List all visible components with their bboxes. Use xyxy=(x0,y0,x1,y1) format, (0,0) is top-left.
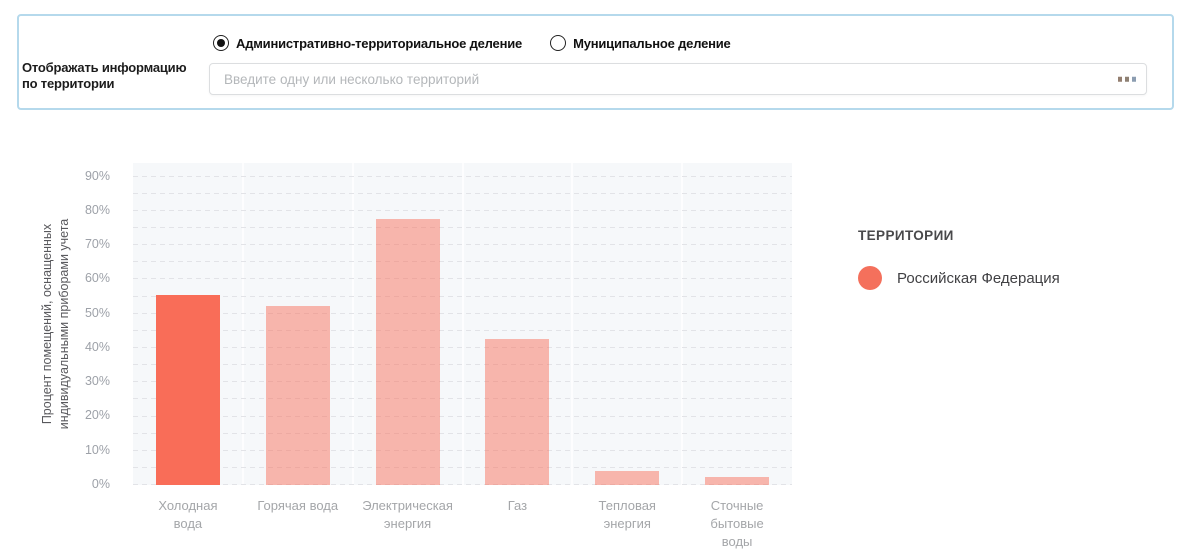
gridline xyxy=(133,398,792,400)
gridline xyxy=(133,295,792,297)
gridline xyxy=(133,415,792,417)
territory-input-wrap xyxy=(209,63,1147,95)
gridline xyxy=(133,466,792,468)
chart-legend: ТЕРРИТОРИИ Российская Федерация xyxy=(858,228,1060,290)
x-axis-category-label: Горячая вода xyxy=(257,498,339,513)
bar-2[interactable] xyxy=(265,305,330,485)
gridline xyxy=(133,346,792,348)
gridline xyxy=(133,244,792,246)
column-separator xyxy=(571,163,574,485)
x-axis-category-label: Газ xyxy=(507,498,528,513)
gridline xyxy=(133,278,792,280)
y-axis-tick-label: 90% xyxy=(84,168,110,183)
radio-option-label: Муниципальное деление xyxy=(573,35,731,51)
gridline xyxy=(133,329,792,331)
bar-4[interactable] xyxy=(485,339,550,485)
y-axis-tick-label: 80% xyxy=(84,202,110,217)
division-radio-group: Административно-территориальное деление … xyxy=(213,35,731,51)
plot-area xyxy=(133,163,792,485)
bar-1[interactable] xyxy=(155,294,220,485)
gridline xyxy=(133,449,792,451)
column-separator xyxy=(461,163,464,485)
y-axis-tick-label: 30% xyxy=(84,374,110,389)
bar-3[interactable] xyxy=(375,218,440,485)
gridline xyxy=(133,484,792,485)
x-axis-category-label: Холодная вода xyxy=(158,498,218,531)
bar-6[interactable] xyxy=(705,477,770,485)
gridline xyxy=(133,192,792,194)
y-axis-tick-label: 20% xyxy=(84,408,110,423)
radio-option-administrative-division[interactable]: Административно-территориальное деление xyxy=(213,35,522,51)
legend-item-label: Российская Федерация xyxy=(897,269,1060,287)
column-separator xyxy=(241,163,244,485)
radio-unselected-icon xyxy=(550,35,567,51)
x-axis-category-label: Электрическая энергия xyxy=(362,498,453,531)
territory-search-input[interactable] xyxy=(209,63,1147,95)
y-axis-tick-label: 50% xyxy=(84,305,110,320)
gridline xyxy=(133,175,792,177)
x-axis-category-label: Сточные бытовые воды xyxy=(710,498,764,549)
y-axis-tick-label: 0% xyxy=(91,477,110,491)
y-axis-tick-label: 10% xyxy=(84,442,110,457)
column-separator xyxy=(681,163,684,485)
gridline xyxy=(133,381,792,383)
radio-selected-icon xyxy=(213,35,229,51)
legend-item-russian-federation[interactable]: Российская Федерация xyxy=(858,266,1060,290)
gridline xyxy=(133,432,792,434)
gridline xyxy=(133,261,792,263)
radio-option-municipal-division[interactable]: Муниципальное деление xyxy=(550,35,731,51)
gridline xyxy=(133,364,792,366)
gridline xyxy=(133,209,792,211)
legend-title: ТЕРРИТОРИИ xyxy=(858,228,954,243)
y-axis-tick-label: 40% xyxy=(84,339,110,354)
radio-option-label: Административно-территориальное деление xyxy=(236,35,523,51)
ellipsis-icon[interactable] xyxy=(1117,76,1136,82)
territory-field-label: Отображать информацию по территории xyxy=(22,60,187,91)
legend-color-swatch xyxy=(858,266,882,290)
bar-5[interactable] xyxy=(595,471,660,485)
x-axis-category-label: Тепловая энергия xyxy=(598,498,656,531)
gridline xyxy=(133,312,792,314)
territory-filter-panel: Административно-территориальное деление … xyxy=(17,14,1174,110)
y-axis-tick-label: 70% xyxy=(84,237,110,252)
column-separator xyxy=(351,163,354,485)
gridline xyxy=(133,227,792,229)
y-axis-tick-label: 60% xyxy=(84,271,110,286)
